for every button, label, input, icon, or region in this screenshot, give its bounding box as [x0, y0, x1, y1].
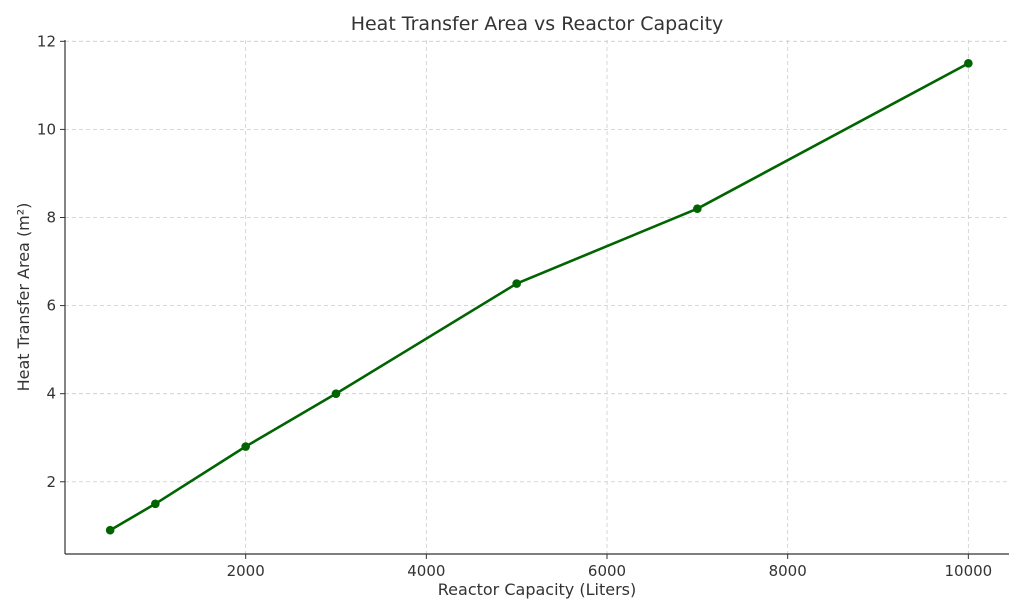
data-point	[964, 59, 973, 68]
y-axis-label: Heat Transfer Area (m²)	[14, 203, 33, 392]
x-tick-label: 2000	[227, 562, 265, 580]
series-line	[109, 62, 969, 532]
x-tick-label: 10000	[944, 562, 992, 580]
ticks: 2000 4000 6000 8000 10000 2 4 6 8 10 12	[37, 32, 992, 580]
y-tick-label: 10	[37, 120, 56, 138]
x-tick-label: 8000	[769, 562, 807, 580]
chart-title: Heat Transfer Area vs Reactor Capacity	[351, 13, 724, 35]
y-tick-label: 6	[46, 297, 56, 315]
data-point	[241, 442, 250, 451]
data-point	[693, 204, 702, 213]
y-tick-label: 2	[46, 473, 56, 491]
x-tick-label: 6000	[588, 562, 626, 580]
series	[105, 59, 973, 535]
axes	[64, 40, 1009, 555]
grid	[65, 40, 1009, 554]
y-tick-label: 8	[46, 208, 56, 226]
y-tick-label: 12	[37, 32, 56, 50]
data-point	[512, 279, 521, 288]
y-tick-label: 4	[46, 385, 56, 403]
data-point	[151, 499, 160, 509]
data-point	[331, 389, 341, 398]
x-tick-label: 4000	[407, 562, 445, 580]
data-point	[105, 525, 115, 535]
x-axis-label: Reactor Capacity (Liters)	[438, 580, 636, 599]
